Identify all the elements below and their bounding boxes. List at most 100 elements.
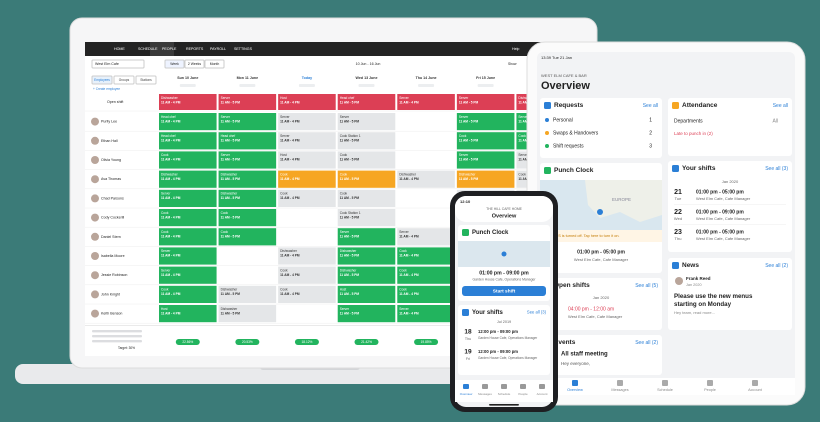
tab-icon bbox=[463, 384, 469, 389]
shift-cell[interactable] bbox=[218, 228, 277, 246]
shift-cell[interactable] bbox=[278, 285, 336, 303]
see-all[interactable]: See all (5) bbox=[635, 283, 658, 289]
shift-cell[interactable] bbox=[218, 305, 277, 323]
shift-cell[interactable] bbox=[397, 170, 455, 188]
nav-item[interactable]: REPORTS bbox=[186, 47, 204, 51]
shift-time: 11 AM - 5 PM bbox=[340, 100, 360, 104]
view-label[interactable]: Week bbox=[170, 62, 179, 66]
see-all[interactable]: See all (3) bbox=[527, 310, 547, 315]
shift-cell[interactable] bbox=[159, 189, 217, 207]
tab-label[interactable]: Account bbox=[748, 388, 763, 392]
tab-label[interactable]: Overview bbox=[567, 388, 583, 392]
start-shift-label[interactable]: Start shift bbox=[493, 288, 516, 294]
shift-cell[interactable] bbox=[159, 94, 217, 110]
tab-label[interactable]: Messages bbox=[478, 392, 492, 396]
shift-cell[interactable] bbox=[278, 151, 336, 169]
card-title: Punch Clock bbox=[472, 230, 509, 236]
shift-cell[interactable] bbox=[159, 285, 217, 303]
shift-cell[interactable] bbox=[278, 266, 336, 284]
nav-item[interactable]: PEOPLE bbox=[162, 47, 177, 51]
shift-cell[interactable] bbox=[397, 266, 455, 284]
shift-cell[interactable] bbox=[159, 151, 217, 169]
shift-cell[interactable] bbox=[337, 151, 396, 169]
tab-label[interactable]: Overview bbox=[460, 392, 473, 396]
shift-cell[interactable] bbox=[337, 189, 396, 207]
shift-cell[interactable] bbox=[159, 305, 217, 323]
shift-cell[interactable] bbox=[456, 132, 515, 150]
view-label[interactable]: 2 Weeks bbox=[188, 62, 201, 66]
shift-cell[interactable] bbox=[278, 132, 336, 150]
shift-cell[interactable] bbox=[218, 209, 277, 227]
request-label[interactable]: Swaps & Handovers bbox=[553, 130, 599, 136]
tab-label[interactable]: Messages bbox=[611, 388, 628, 392]
shift-cell[interactable] bbox=[397, 94, 455, 110]
employee-name: Olivia Young bbox=[101, 158, 121, 162]
shift-cell[interactable] bbox=[456, 170, 515, 188]
request-label[interactable]: Shift requests bbox=[553, 143, 584, 149]
shift-cell[interactable] bbox=[278, 113, 336, 131]
shift-cell[interactable] bbox=[337, 266, 396, 284]
shift-cell[interactable] bbox=[218, 151, 277, 169]
shift-cell[interactable] bbox=[397, 247, 455, 265]
tab-label[interactable]: Schedule bbox=[498, 392, 511, 396]
shift-cell[interactable] bbox=[337, 228, 396, 246]
add-employee[interactable]: + Create employee bbox=[93, 87, 120, 91]
tab-label[interactable]: Employees bbox=[94, 78, 110, 82]
see-all[interactable]: See all (2) bbox=[635, 340, 658, 346]
shift-cell[interactable] bbox=[218, 170, 277, 188]
shift-cell[interactable] bbox=[337, 113, 396, 131]
shift-cell[interactable] bbox=[278, 247, 336, 265]
nav-item[interactable]: PAYROLL bbox=[210, 47, 226, 51]
tab-label[interactable]: Account bbox=[537, 392, 548, 396]
shift-day: 19 bbox=[464, 349, 472, 356]
shift-cell[interactable] bbox=[159, 266, 217, 284]
shift-cell[interactable] bbox=[337, 305, 396, 323]
shift-role: Cook bbox=[340, 153, 348, 157]
shift-cell[interactable] bbox=[218, 94, 277, 110]
view-label[interactable]: Month bbox=[210, 62, 220, 66]
shift-cell[interactable] bbox=[218, 285, 277, 303]
shift-cell[interactable] bbox=[159, 228, 217, 246]
shift-cell[interactable] bbox=[159, 113, 217, 131]
nav-item[interactable]: SCHEDULE bbox=[138, 47, 158, 51]
shift-weekday: Fri bbox=[466, 357, 470, 361]
shift-cell[interactable] bbox=[337, 247, 396, 265]
tab-label[interactable]: Stations bbox=[140, 78, 152, 82]
tab-label[interactable]: Schedule bbox=[657, 388, 673, 392]
shift-cell[interactable] bbox=[159, 209, 217, 227]
shift-cell[interactable] bbox=[337, 94, 396, 110]
shift-cell[interactable] bbox=[337, 285, 396, 303]
shift-cell[interactable] bbox=[397, 305, 455, 323]
tab-label[interactable]: People bbox=[704, 388, 716, 392]
shift-cell[interactable] bbox=[456, 113, 515, 131]
gps-warning[interactable]: Your GPS is turned off. Tap here to turn… bbox=[544, 234, 620, 238]
shift-cell[interactable] bbox=[337, 132, 396, 150]
shift-cell[interactable] bbox=[278, 189, 336, 207]
shift-cell[interactable] bbox=[456, 151, 515, 169]
shift-cell[interactable] bbox=[159, 132, 217, 150]
shift-cell[interactable] bbox=[397, 285, 455, 303]
department-filter[interactable]: All bbox=[772, 118, 778, 124]
see-all[interactable]: See all (2) bbox=[765, 263, 788, 269]
shift-cell[interactable] bbox=[159, 170, 217, 188]
shift-cell[interactable] bbox=[397, 228, 455, 246]
request-label[interactable]: Personal bbox=[553, 117, 573, 123]
shift-cell[interactable] bbox=[218, 113, 277, 131]
nav-item[interactable]: HOME bbox=[114, 47, 125, 51]
shift-cell[interactable] bbox=[337, 170, 396, 188]
shift-cell[interactable] bbox=[218, 132, 277, 150]
see-all[interactable]: See all bbox=[773, 103, 788, 109]
shift-cell[interactable] bbox=[278, 94, 336, 110]
help-link[interactable]: Help bbox=[512, 47, 519, 51]
see-all[interactable]: See all (3) bbox=[765, 166, 788, 172]
shift-cell[interactable] bbox=[456, 94, 515, 110]
tab-label[interactable]: People bbox=[518, 392, 528, 396]
start-shift-button[interactable] bbox=[462, 286, 546, 296]
see-all[interactable]: See all bbox=[643, 103, 658, 109]
shift-cell[interactable] bbox=[278, 170, 336, 188]
shift-cell[interactable] bbox=[337, 209, 396, 227]
shift-cell[interactable] bbox=[159, 247, 217, 265]
shift-cell[interactable] bbox=[218, 189, 277, 207]
tab-label[interactable]: Groups bbox=[119, 78, 130, 82]
nav-item[interactable]: SETTINGS bbox=[234, 47, 253, 51]
